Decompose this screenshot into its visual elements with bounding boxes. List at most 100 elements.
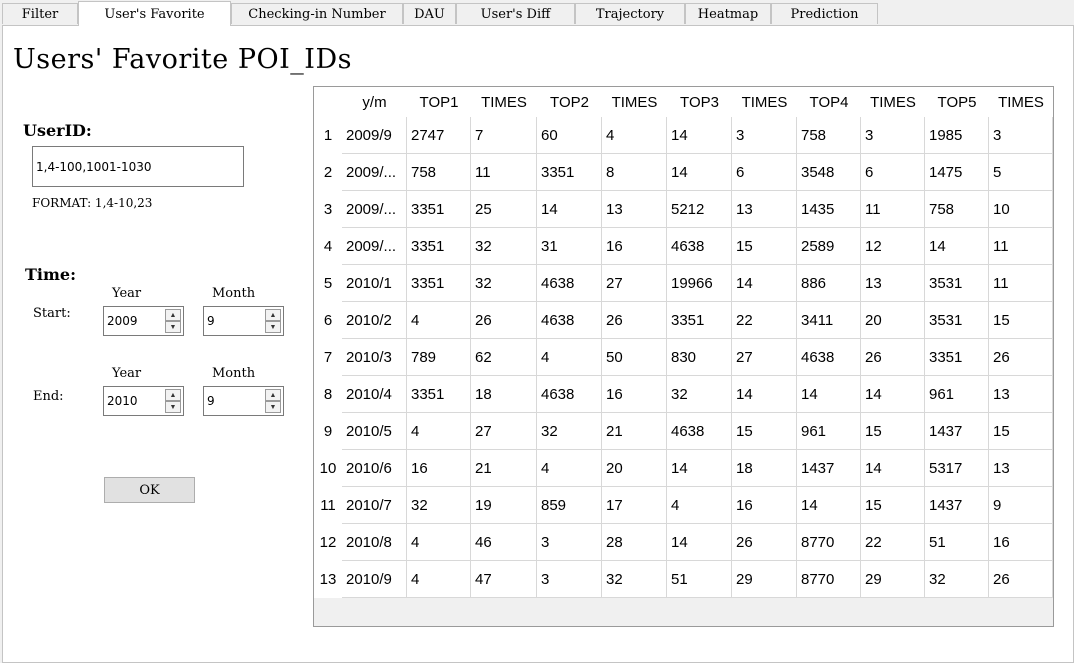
tab-prediction[interactable]: Prediction (771, 3, 878, 24)
table-cell[interactable]: 11 (989, 265, 1053, 302)
table-cell[interactable]: 4 (537, 339, 602, 376)
row-number[interactable]: 13 (314, 561, 342, 598)
table-cell[interactable]: 3 (537, 524, 602, 561)
column-header[interactable]: TOP4 (797, 87, 861, 117)
table-cell[interactable]: 2010/3 (342, 339, 407, 376)
table-cell[interactable]: 15 (732, 228, 797, 265)
end-year-up-icon[interactable]: ▲ (165, 389, 181, 401)
table-cell[interactable]: 13 (861, 265, 925, 302)
table-cell[interactable]: 46 (471, 524, 537, 561)
table-cell[interactable]: 14 (925, 228, 989, 265)
table-cell[interactable]: 26 (989, 561, 1053, 598)
table-cell[interactable]: 14 (667, 450, 732, 487)
table-cell[interactable]: 5317 (925, 450, 989, 487)
table-cell[interactable]: 29 (861, 561, 925, 598)
end-month-value[interactable]: 9 (207, 394, 215, 408)
table-cell[interactable]: 16 (602, 376, 667, 413)
row-number[interactable]: 9 (314, 413, 342, 450)
table-cell[interactable]: 7 (471, 117, 537, 154)
table-cell[interactable]: 3351 (407, 228, 471, 265)
table-cell[interactable]: 9 (989, 487, 1053, 524)
table-cell[interactable]: 1437 (797, 450, 861, 487)
table-cell[interactable]: 47 (471, 561, 537, 598)
table-cell[interactable]: 2009/... (342, 191, 407, 228)
table-cell[interactable]: 32 (602, 561, 667, 598)
column-header[interactable]: TOP2 (537, 87, 602, 117)
table-cell[interactable]: 16 (989, 524, 1053, 561)
table-cell[interactable]: 4638 (537, 376, 602, 413)
table-cell[interactable]: 15 (732, 413, 797, 450)
table-cell[interactable]: 15 (989, 302, 1053, 339)
end-year-down-icon[interactable]: ▼ (165, 401, 181, 413)
table-cell[interactable]: 961 (797, 413, 861, 450)
table-cell[interactable]: 26 (989, 339, 1053, 376)
table-cell[interactable]: 32 (471, 228, 537, 265)
table-cell[interactable]: 27 (732, 339, 797, 376)
start-year-down-icon[interactable]: ▼ (165, 321, 181, 333)
table-cell[interactable]: 2010/8 (342, 524, 407, 561)
table-cell[interactable]: 16 (602, 228, 667, 265)
table-cell[interactable]: 14 (797, 376, 861, 413)
table-cell[interactable]: 26 (732, 524, 797, 561)
table-cell[interactable]: 28 (602, 524, 667, 561)
table-cell[interactable]: 21 (471, 450, 537, 487)
table-cell[interactable]: 8770 (797, 561, 861, 598)
table-cell[interactable]: 29 (732, 561, 797, 598)
table-cell[interactable]: 758 (925, 191, 989, 228)
table-cell[interactable]: 13 (602, 191, 667, 228)
start-month-value[interactable]: 9 (207, 314, 215, 328)
table-cell[interactable]: 51 (667, 561, 732, 598)
start-year-up-icon[interactable]: ▲ (165, 309, 181, 321)
table-cell[interactable]: 8 (602, 154, 667, 191)
table-cell[interactable]: 13 (732, 191, 797, 228)
table-cell[interactable]: 8770 (797, 524, 861, 561)
table-cell[interactable]: 14 (797, 487, 861, 524)
table-cell[interactable]: 758 (797, 117, 861, 154)
tab-checking-in-number[interactable]: Checking-in Number (231, 3, 403, 24)
table-cell[interactable]: 6 (732, 154, 797, 191)
table-cell[interactable]: 20 (861, 302, 925, 339)
table-cell[interactable]: 4638 (797, 339, 861, 376)
table-cell[interactable]: 5212 (667, 191, 732, 228)
table-cell[interactable]: 2010/6 (342, 450, 407, 487)
start-month-down-icon[interactable]: ▼ (265, 321, 281, 333)
table-cell[interactable]: 15 (861, 413, 925, 450)
table-cell[interactable]: 17 (602, 487, 667, 524)
table-cell[interactable]: 14 (537, 191, 602, 228)
table-cell[interactable]: 14 (732, 265, 797, 302)
table-cell[interactable]: 2010/9 (342, 561, 407, 598)
table-cell[interactable]: 51 (925, 524, 989, 561)
table-cell[interactable]: 21 (602, 413, 667, 450)
table-cell[interactable]: 18 (732, 450, 797, 487)
table-cell[interactable]: 3411 (797, 302, 861, 339)
table-cell[interactable]: 16 (732, 487, 797, 524)
favorites-table[interactable]: y/m TOP1 TIMES TOP2 TIMES TOP3 TIMES TOP4 TIMES T… (313, 86, 1054, 627)
table-cell[interactable]: 10 (989, 191, 1053, 228)
table-cell[interactable]: 14 (667, 154, 732, 191)
table-cell[interactable]: 14 (861, 450, 925, 487)
start-year-value[interactable]: 2009 (107, 314, 138, 328)
table-cell[interactable]: 4638 (667, 228, 732, 265)
table-cell[interactable]: 13 (989, 450, 1053, 487)
table-cell[interactable]: 3351 (407, 191, 471, 228)
column-header[interactable]: TIMES (861, 87, 925, 117)
tab-heatmap[interactable]: Heatmap (685, 3, 771, 24)
table-cell[interactable]: 26 (602, 302, 667, 339)
table-cell[interactable]: 14 (667, 117, 732, 154)
table-cell[interactable]: 4638 (537, 265, 602, 302)
table-cell[interactable]: 32 (471, 265, 537, 302)
table-cell[interactable]: 3531 (925, 265, 989, 302)
table-cell[interactable]: 14 (861, 376, 925, 413)
row-number[interactable]: 4 (314, 228, 342, 265)
ok-button[interactable]: OK (104, 477, 195, 503)
row-number[interactable]: 3 (314, 191, 342, 228)
table-cell[interactable]: 27 (602, 265, 667, 302)
table-cell[interactable]: 50 (602, 339, 667, 376)
table-cell[interactable]: 2010/1 (342, 265, 407, 302)
table-cell[interactable]: 19966 (667, 265, 732, 302)
table-cell[interactable]: 4638 (667, 413, 732, 450)
table-cell[interactable]: 3351 (407, 265, 471, 302)
end-month-spinbox[interactable]: 9 ▲ ▼ (203, 386, 284, 416)
table-cell[interactable]: 3548 (797, 154, 861, 191)
table-cell[interactable]: 4 (602, 117, 667, 154)
